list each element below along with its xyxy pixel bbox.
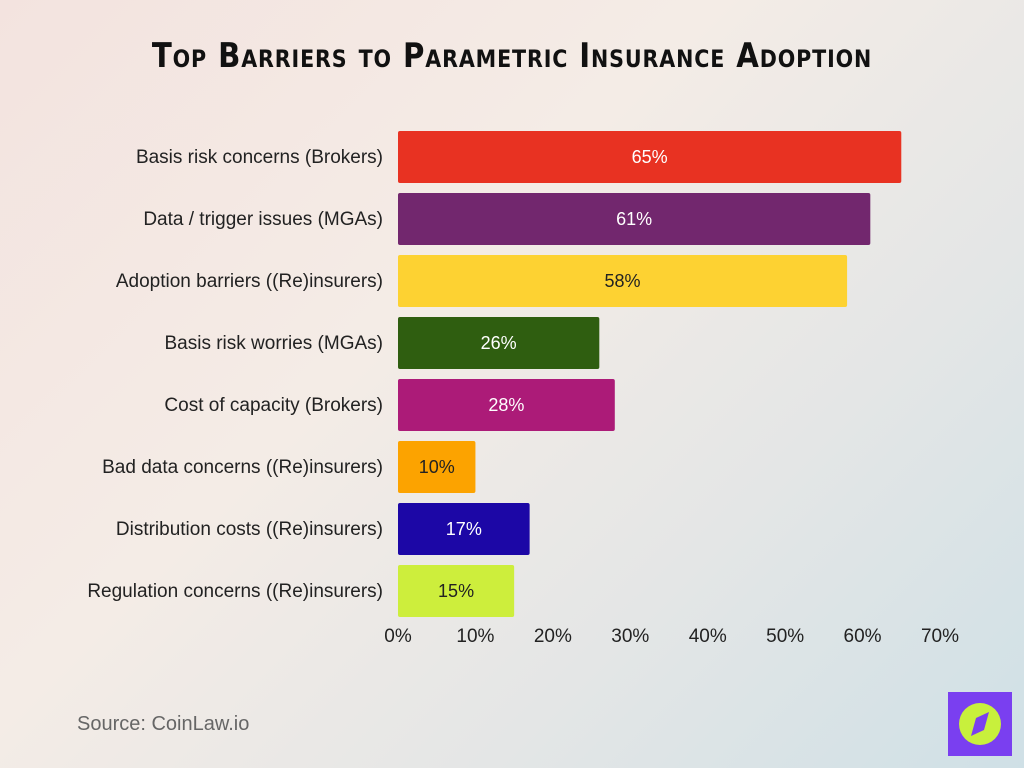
- category-label: Distribution costs ((Re)insurers): [116, 519, 383, 540]
- bar: [398, 441, 476, 493]
- data-label: 65%: [632, 147, 668, 167]
- data-label: 15%: [438, 581, 474, 601]
- source-note: Source: CoinLaw.io: [77, 713, 250, 735]
- x-tick-label: 40%: [689, 626, 727, 647]
- data-label: 28%: [488, 395, 524, 415]
- data-label: 17%: [446, 519, 482, 539]
- bar: [398, 317, 600, 369]
- data-label: 58%: [605, 271, 641, 291]
- bar: [398, 565, 515, 617]
- compass-logo-icon: [948, 692, 1012, 756]
- category-label: Data / trigger issues (MGAs): [143, 209, 383, 230]
- x-tick-label: 50%: [766, 626, 804, 647]
- category-label: Adoption barriers ((Re)insurers): [116, 271, 383, 292]
- bar: [398, 503, 530, 555]
- x-tick-label: 20%: [534, 626, 572, 647]
- category-label: Regulation concerns ((Re)insurers): [87, 581, 383, 602]
- data-label: 61%: [616, 209, 652, 229]
- category-label: Basis risk worries (MGAs): [164, 333, 383, 354]
- bar: [398, 379, 615, 431]
- category-label: Basis risk concerns (Brokers): [136, 147, 383, 168]
- bar: [398, 255, 848, 307]
- x-tick-label: 10%: [456, 626, 494, 647]
- x-tick-label: 70%: [921, 626, 959, 647]
- data-label: 26%: [481, 333, 517, 353]
- chart-title: Top Barriers to Parametric Insurance Ado…: [151, 36, 873, 76]
- category-label: Bad data concerns ((Re)insurers): [102, 457, 383, 478]
- bar: [398, 131, 902, 183]
- x-tick-label: 60%: [844, 626, 882, 647]
- category-label: Cost of capacity (Brokers): [164, 395, 383, 416]
- x-tick-label: 0%: [384, 626, 412, 647]
- bar: [398, 193, 871, 245]
- x-tick-label: 30%: [611, 626, 649, 647]
- data-label: 10%: [419, 457, 455, 477]
